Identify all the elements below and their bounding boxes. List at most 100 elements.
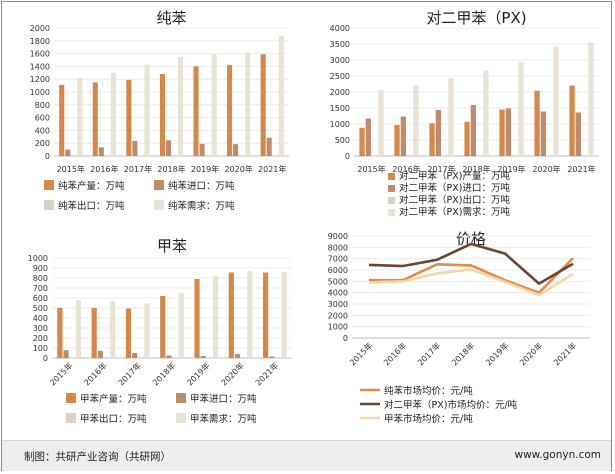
x-tick-label: 2015年 xyxy=(47,360,74,387)
y-tick-label: 500 xyxy=(33,304,48,313)
x-tick-label: 2016年 xyxy=(381,340,408,367)
bar xyxy=(178,56,184,156)
legend-label: 对二甲苯（PX)产量：万吨 xyxy=(399,170,510,182)
px-bar-chart: 对二甲苯（PX) 0 500 1000 1500 2000 2500 3000 3500 4000… xyxy=(330,9,599,218)
legend-label: 纯苯进口：万吨 xyxy=(168,180,235,192)
bar xyxy=(281,272,287,358)
y-tick-label: 1400 xyxy=(30,62,50,71)
chart-title: 对二甲苯（PX) xyxy=(426,9,526,27)
y-tick-label: 4000 xyxy=(330,24,350,33)
bar xyxy=(227,65,233,156)
x-tick-label: 2020年 xyxy=(532,164,560,174)
x-tick-label: 2015年 xyxy=(357,164,385,174)
bar xyxy=(569,85,575,156)
y-tick-label: 3000 xyxy=(330,56,350,65)
bar xyxy=(144,64,150,156)
y-tick-label: 1000 xyxy=(330,120,350,129)
bar xyxy=(588,42,594,156)
y-tick-label: 9000 xyxy=(328,232,348,241)
legend-label: 纯苯市场均价：元/吨 xyxy=(384,385,473,397)
y-tick-label: 1800 xyxy=(30,37,50,46)
y-tick-label: 1000 xyxy=(328,323,348,332)
x-tick-label: 2021年 xyxy=(253,360,280,387)
bar xyxy=(178,293,184,358)
bar xyxy=(263,272,269,358)
series-line xyxy=(368,268,574,297)
bar xyxy=(59,84,65,156)
bar xyxy=(359,127,365,156)
bar xyxy=(125,308,132,358)
x-tick-label: 2019年 xyxy=(185,360,212,387)
bar xyxy=(429,123,435,156)
legend-label: 对二甲苯（PX)市场均价：元/吨 xyxy=(384,399,518,411)
y-tick-label: 900 xyxy=(33,264,48,273)
bar xyxy=(165,140,172,156)
legend-label: 甲苯产量：万吨 xyxy=(80,393,147,405)
y-tick-label: 500 xyxy=(335,136,350,145)
benzene-bar-chart: 纯苯 0 200 400 600 800 1000 1200 1400 1600 1800 2000 2… xyxy=(30,9,289,212)
x-tick-label: 2020年 xyxy=(517,340,544,367)
y-tick-label: 700 xyxy=(33,284,48,293)
bar xyxy=(212,276,219,358)
bar xyxy=(378,90,384,156)
bar xyxy=(132,140,138,156)
x-tick-label: 2018年 xyxy=(462,164,490,174)
legend-label: 甲苯出口：万吨 xyxy=(80,413,147,425)
legend-swatch xyxy=(388,173,395,180)
x-tick-label: 2019年 xyxy=(483,340,510,367)
y-tick-label: 1200 xyxy=(30,75,50,84)
bar xyxy=(132,353,138,358)
y-tick-label: 1600 xyxy=(30,50,50,59)
series-line xyxy=(369,257,574,294)
bar xyxy=(534,90,540,156)
legend-swatch xyxy=(176,393,186,403)
bar xyxy=(200,356,206,358)
x-tick-label: 2021年 xyxy=(567,164,595,174)
bar xyxy=(413,85,419,156)
legend-label: 对二甲苯（PX)进口：万吨 xyxy=(399,182,510,194)
bar xyxy=(57,308,63,358)
y-tick-label: 1000 xyxy=(28,254,48,263)
y-tick-label: 0 xyxy=(43,354,48,363)
x-tick-label: 2016年 xyxy=(90,164,118,174)
x-tick-label: 2021年 xyxy=(551,340,578,367)
x-tick-label: 2019年 xyxy=(497,164,525,174)
bar xyxy=(518,62,524,156)
bar xyxy=(97,350,103,358)
y-tick-label: 2500 xyxy=(330,72,350,81)
x-tick-label: 2017年 xyxy=(116,360,143,387)
bar xyxy=(499,109,505,156)
x-tick-label: 2016年 xyxy=(82,360,109,387)
legend-label: 甲苯需求：万吨 xyxy=(190,413,257,425)
y-tick-label: 400 xyxy=(33,314,48,323)
y-tick-label: 600 xyxy=(35,114,50,123)
series-line xyxy=(368,242,574,285)
legend-swatch xyxy=(388,185,395,192)
x-tick-label: 2018年 xyxy=(157,164,185,174)
y-tick-label: 3500 xyxy=(330,40,350,49)
bar xyxy=(435,109,441,156)
chart-title: 甲苯 xyxy=(157,237,187,255)
y-tick-label: 2000 xyxy=(328,311,348,320)
bar xyxy=(98,147,104,156)
bar xyxy=(91,308,97,358)
bar xyxy=(234,354,241,358)
bar xyxy=(483,70,489,156)
y-tick-label: 5000 xyxy=(328,277,348,286)
bar xyxy=(260,54,266,156)
x-tick-label: 2017年 xyxy=(427,164,455,174)
x-tick-label: 2020年 xyxy=(219,360,246,387)
x-tick-label: 2020年 xyxy=(224,164,252,174)
y-tick-label: 300 xyxy=(33,324,48,333)
bar xyxy=(575,112,581,156)
footer-bar: 制图：共研产业咨询（共研网） www.gonyn.com xyxy=(2,440,611,471)
bar xyxy=(126,79,132,156)
bar xyxy=(211,54,217,156)
bar xyxy=(144,303,150,358)
y-tick-label: 8000 xyxy=(328,243,348,252)
y-tick-label: 7000 xyxy=(328,255,348,264)
legend-swatch xyxy=(44,180,54,190)
chart-title: 纯苯 xyxy=(156,9,186,27)
legend-label: 甲苯市场均价：元/吨 xyxy=(384,413,473,425)
